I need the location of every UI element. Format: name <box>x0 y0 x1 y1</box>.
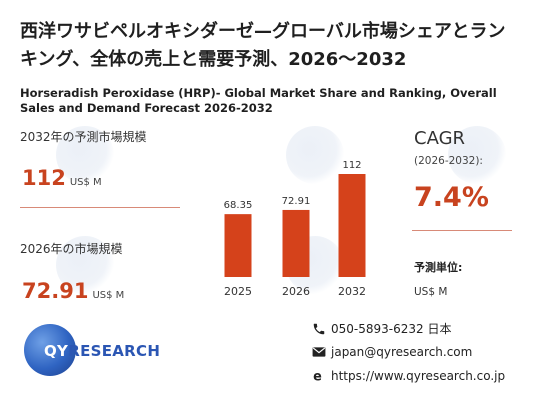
website-link[interactable]: https://www.qyresearch.co.jp <box>331 369 506 383</box>
x-tick-label-2025: 2025 <box>224 285 252 298</box>
market-2026-value: 72.91 <box>22 279 89 303</box>
mail-icon <box>312 347 326 357</box>
cagr-period: (2026-2032): <box>414 155 483 167</box>
bar-chart: 68.35 2025 72.91 2026 112 2032 <box>224 160 366 298</box>
qyresearch-logo: QYRESEARCH <box>22 322 174 384</box>
email-link[interactable]: japan@qyresearch.com <box>331 345 473 359</box>
x-tick-label-2026: 2026 <box>282 285 310 298</box>
phone-icon <box>313 323 325 334</box>
contact-phone: 050-5893-6232 日本 <box>312 320 451 337</box>
data-label-2032: 112 <box>342 160 361 171</box>
internet-explorer-icon: e <box>313 370 322 383</box>
forecast-unit-label: 予測単位: <box>414 261 463 274</box>
forecast-2032-value-row: 112 US$ M <box>22 166 102 190</box>
divider <box>20 207 180 208</box>
cagr-label: CAGR <box>414 128 466 149</box>
forecast-2032-value: 112 <box>22 166 66 190</box>
logo-text: QYRESEARCH <box>44 342 161 360</box>
market-2026-value-row: 72.91 US$ M <box>22 279 124 303</box>
globe-icon <box>24 324 76 376</box>
contact-website: e https://www.qyresearch.co.jp <box>312 369 505 383</box>
forecast-unit-value: US$ M <box>414 286 448 298</box>
svg-text:e: e <box>313 370 322 383</box>
forecast-2032-label: 2032年の予測市場規模 <box>20 130 147 144</box>
page-title: 西洋ワサビペルオキシダーゼ—グローバル市場シェアとランキング、全体の売上と需要予… <box>20 21 506 70</box>
market-2026-unit: US$ M <box>92 290 125 301</box>
bar-2026 <box>282 209 310 277</box>
contact-email: japan@qyresearch.com <box>312 345 472 359</box>
bar-2032 <box>338 174 366 277</box>
page-subtitle: Horseradish Peroxidase (HRP)- Global Mar… <box>20 86 497 115</box>
data-label-2026: 72.91 <box>282 196 311 207</box>
divider <box>412 230 512 231</box>
phone-text: 050-5893-6232 日本 <box>331 322 452 336</box>
x-tick-label-2032: 2032 <box>338 285 366 298</box>
market-2026-label: 2026年の市場規模 <box>20 242 123 256</box>
cagr-value: 7.4% <box>414 182 489 213</box>
data-label-2025: 68.35 <box>224 200 253 211</box>
bar-2025 <box>224 214 252 277</box>
forecast-2032-unit: US$ M <box>69 177 102 188</box>
